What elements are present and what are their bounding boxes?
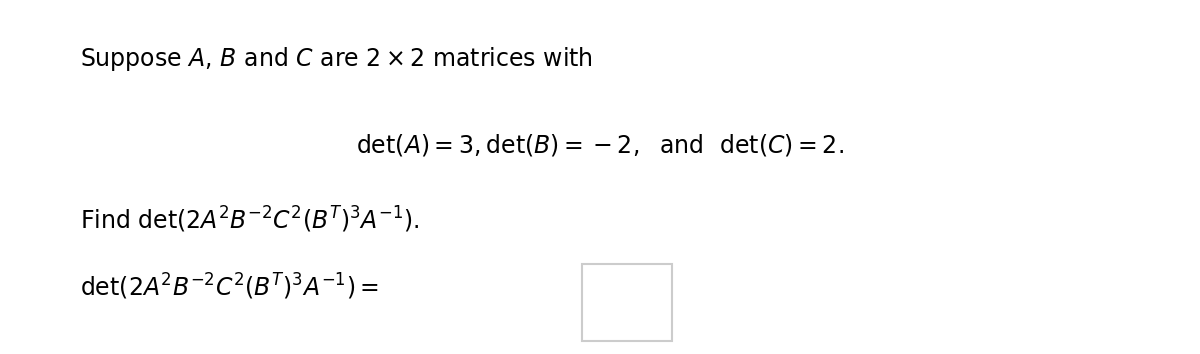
FancyBboxPatch shape — [582, 264, 672, 341]
Text: Suppose $A$, $B$ and $C$ are $2 \times 2$ matrices with: Suppose $A$, $B$ and $C$ are $2 \times 2… — [80, 45, 593, 73]
Text: $\det(A) = 3, \det(B) = -2, \ \ \text{and} \ \ \det(C) = 2.$: $\det(A) = 3, \det(B) = -2, \ \ \text{an… — [356, 132, 844, 158]
Text: Find $\det(2A^2B^{-2}C^2(B^T)^3A^{-1})$.: Find $\det(2A^2B^{-2}C^2(B^T)^3A^{-1})$. — [80, 205, 420, 235]
Text: $\det(2A^2B^{-2}C^2(B^T)^3A^{-1}) =$: $\det(2A^2B^{-2}C^2(B^T)^3A^{-1}) =$ — [80, 272, 379, 302]
